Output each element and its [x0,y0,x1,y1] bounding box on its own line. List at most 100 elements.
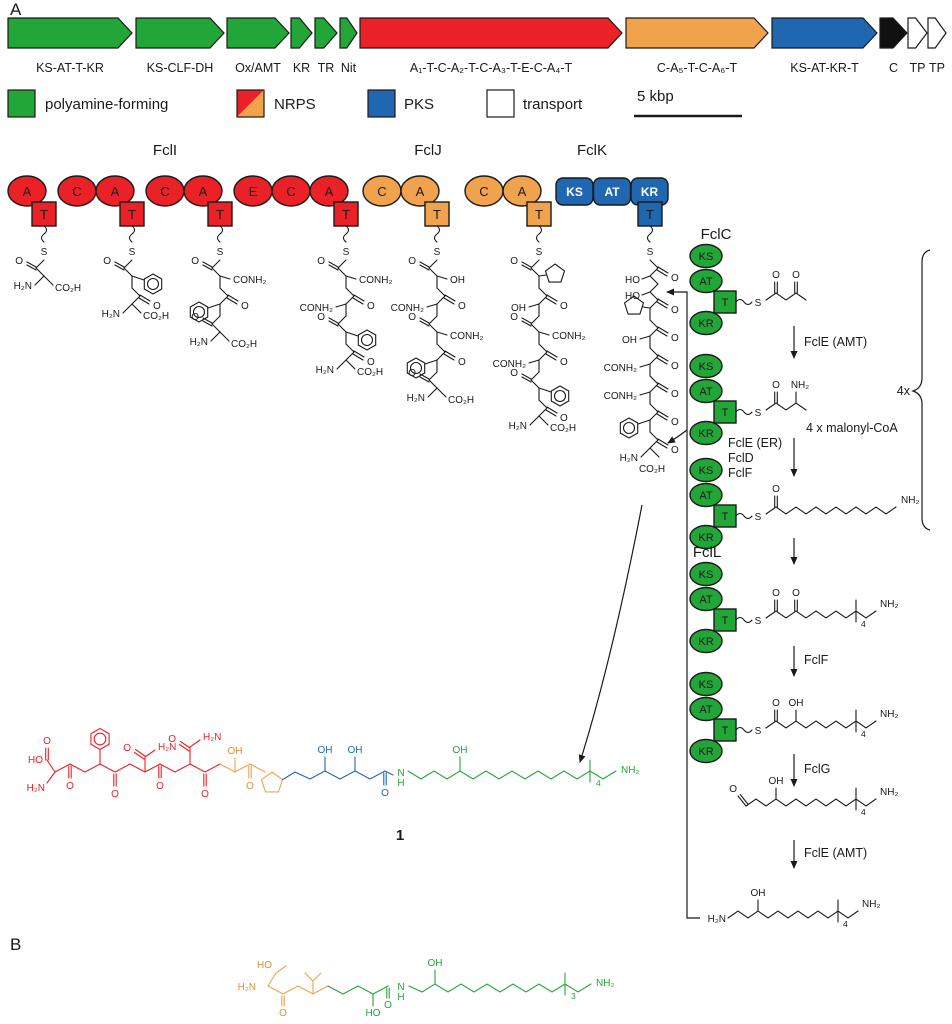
peptidyl-chain-FclI-T3: S O CONH₂ O O H₂N CO₂H [189,225,266,350]
svg-text:HO: HO [257,960,272,971]
svg-text:T: T [40,207,48,222]
svg-text:T: T [433,207,441,222]
svg-text:H: H [397,778,404,789]
svg-text:NH₂: NH₂ [901,495,919,506]
svg-text:CONH₂: CONH₂ [300,303,333,314]
svg-text:KS-AT-KR-T: KS-AT-KR-T [790,61,859,75]
phenyl-ring [189,301,209,323]
svg-text:S: S [536,247,543,258]
repeat-bracket [911,249,931,531]
stack-domain-KR [689,738,723,764]
proline-ring [260,771,284,793]
svg-text:O: O [671,305,679,316]
svg-text:NH₂: NH₂ [880,599,898,610]
intermediate-acetoacetyl: O O [765,270,807,301]
svg-text:4: 4 [861,729,866,739]
gene-cluster: KS-AT-T-KR KS-CLF-DH Ox/AMT KR TR Nit A₁-T-C-A… [7,17,947,75]
svg-text:O: O [671,389,679,400]
svg-text:TR: TR [318,61,335,75]
svg-text:H₂N: H₂N [407,393,425,404]
svg-text:KR: KR [698,636,713,648]
svg-text:FclJ: FclJ [414,142,442,159]
gene-arrow-tp2 [927,17,947,49]
svg-text:O: O [772,484,780,495]
legend-swatch-nrps-border [236,89,265,118]
svg-text:O: O [191,312,199,323]
svg-text:AT: AT [604,185,620,199]
domain-FclI-T [333,201,359,227]
svg-text:S: S [755,726,762,737]
svg-text:FclI: FclI [153,142,177,159]
svg-text:O: O [671,417,679,428]
svg-text:CO₂H: CO₂H [357,367,383,378]
svg-text:O: O [408,256,416,267]
svg-text:S: S [41,247,48,258]
legend-label-polyamine: polyamine-forming [45,96,168,113]
pks-stack-4: KS AT T KR S [689,561,762,654]
svg-text:O: O [792,270,800,281]
step-label-malonyl: 4 x malonyl-CoA [806,421,898,435]
svg-text:CO₂H: CO₂H [550,423,576,434]
svg-text:OH: OH [318,745,333,756]
svg-text:CO₂H: CO₂H [639,464,665,475]
svg-text:AT: AT [699,594,713,606]
domain-FclI-A [309,175,349,207]
svg-text:H: H [397,992,404,1003]
svg-text:NH₂: NH₂ [880,787,898,798]
intermediate-ketoacyl-polyamine: O O 4 NH₂ [765,588,898,629]
svg-text:NH₂: NH₂ [880,709,898,720]
svg-text:O: O [279,1008,287,1019]
svg-text:AT: AT [699,276,713,288]
svg-text:O: O [66,781,74,792]
svg-text:S: S [755,298,762,309]
gene-arrow-tp1 [907,17,928,49]
svg-text:E: E [249,184,258,199]
svg-text:C-A₅-T-C-A₆-T: C-A₅-T-C-A₆-T [657,61,738,75]
svg-text:KR: KR [698,318,713,330]
svg-text:H₂N: H₂N [203,732,221,743]
svg-text:NH₂: NH₂ [621,765,639,776]
domain-FclK-T [637,201,663,227]
svg-text:O: O [168,734,176,745]
stack-domain-AT [689,482,723,508]
svg-text:NH₂: NH₂ [862,899,880,910]
svg-text:4: 4 [596,778,601,788]
svg-text:N: N [397,768,404,779]
svg-text:CONH₂: CONH₂ [552,331,585,342]
legend-label-pks: PKS [404,96,434,113]
svg-text:H₂N: H₂N [708,914,726,925]
svg-text:A: A [111,184,120,199]
svg-text:O: O [15,256,23,267]
gene-arrow-fclI [359,17,623,49]
svg-text:O: O [671,333,679,344]
intermediate-hydroxyacyl-polyamine: O OH 4 NH₂ [765,698,898,739]
domain-FclI-T [31,201,57,227]
gene-arrow-fclJ [625,17,769,49]
fclc-label: FclC [701,226,732,243]
svg-text:O: O [792,588,800,599]
svg-text:A: A [325,184,334,199]
svg-text:S: S [434,247,441,258]
phenyl-ring [550,385,570,407]
svg-text:FclK: FclK [577,142,607,159]
pks-stack-3: KS AT T KR S [689,457,762,550]
gene-arrow-fclF [290,17,313,49]
svg-text:O: O [367,301,375,312]
svg-text:O: O [772,588,780,599]
svg-text:H₂N: H₂N [238,982,256,993]
domain-FclI-T [119,201,145,227]
polyketide-pathway: FclC FclL O O FclE (AMT) O NH₂ 4 x malon… [578,226,931,929]
scale-bar-label: 5 kbp [637,88,674,105]
phenyl-ring [143,273,163,295]
svg-text:C: C [377,184,386,199]
svg-text:O: O [560,357,568,368]
svg-text:O: O [317,312,325,323]
peptidyl-chain-FclI-T1: S O H₂N CO₂H [14,225,81,294]
stack-domain-KS [689,243,723,269]
svg-text:KS: KS [699,569,714,581]
svg-text:KS: KS [566,185,583,199]
svg-text:O: O [510,256,518,267]
domain-FclI-A [183,175,223,207]
